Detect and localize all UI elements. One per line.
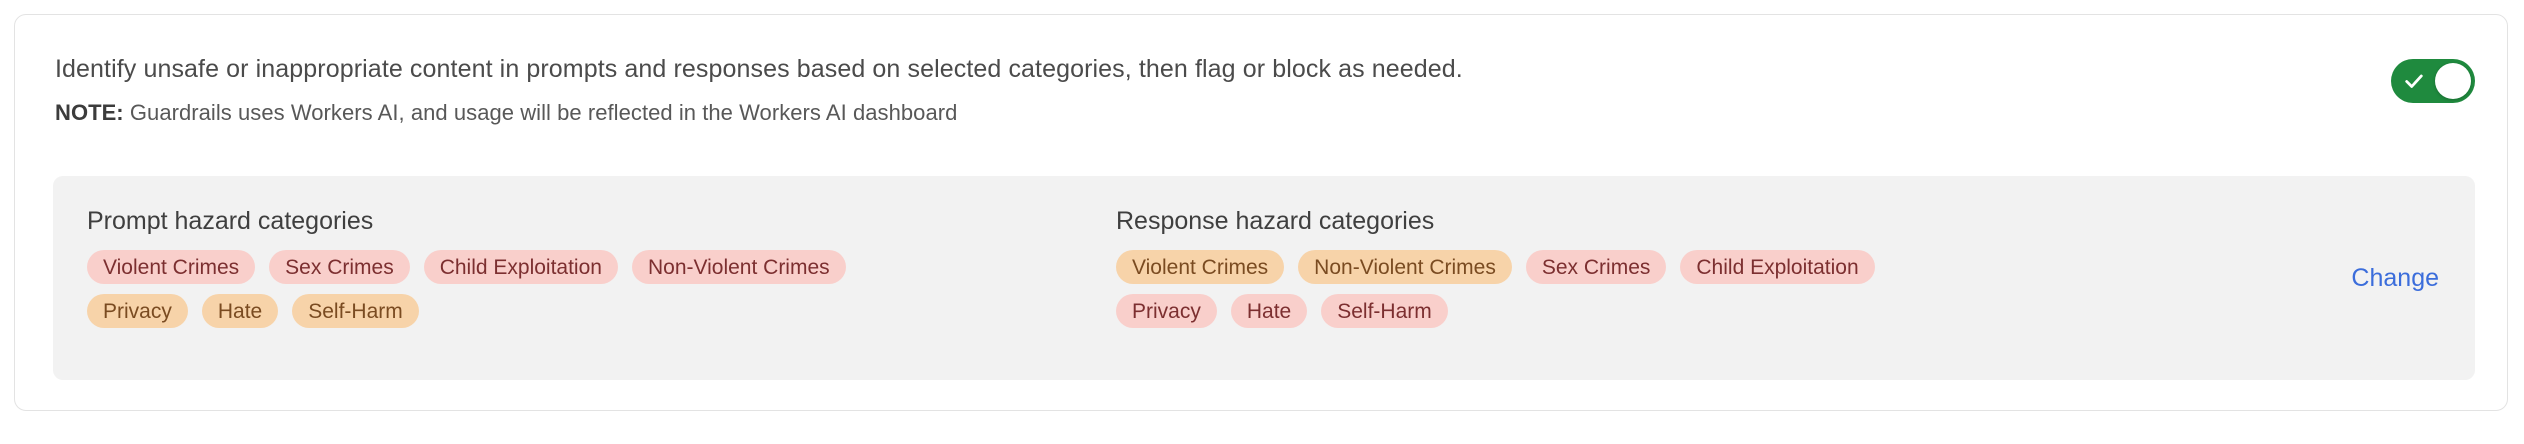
- hazard-chip[interactable]: Violent Crimes: [87, 250, 256, 284]
- response-hazard-title: Response hazard categories: [1116, 207, 1435, 235]
- response-hazard-column: Response hazard categories Violent Crime…: [1116, 206, 2266, 338]
- hazard-chip[interactable]: Self-Harm: [1321, 294, 1448, 328]
- hazard-chip[interactable]: Privacy: [87, 294, 188, 328]
- response-hazard-chips: Violent Crimes Non-Violent Crimes Sex Cr…: [1116, 250, 2266, 328]
- card-header: Identify unsafe or inappropriate content…: [15, 15, 2507, 176]
- hazard-chip[interactable]: Child Exploitation: [1680, 250, 1875, 284]
- toggle-knob: [2435, 63, 2471, 99]
- note-label: NOTE:: [55, 100, 124, 125]
- guardrails-enable-toggle[interactable]: [2391, 59, 2475, 103]
- hazard-chip[interactable]: Non-Violent Crimes: [1298, 250, 1512, 284]
- hazard-chip[interactable]: Sex Crimes: [1525, 250, 1667, 284]
- hazard-columns: Prompt hazard categories Violent Crimes …: [53, 176, 2475, 380]
- hazard-chip[interactable]: Privacy: [1116, 294, 1217, 328]
- hazard-chip[interactable]: Non-Violent Crimes: [631, 250, 846, 284]
- prompt-hazard-column: Prompt hazard categories Violent Crimes …: [87, 206, 1067, 338]
- hazard-chip[interactable]: Sex Crimes: [269, 250, 410, 284]
- prompt-hazard-row-2: Privacy Hate Self-Harm: [87, 294, 1067, 328]
- guardrails-description: Identify unsafe or inappropriate content…: [55, 55, 1463, 83]
- guardrails-card: Identify unsafe or inappropriate content…: [14, 14, 2508, 411]
- hazard-chip[interactable]: Hate: [1230, 294, 1308, 328]
- change-categories-link[interactable]: Change: [2351, 264, 2439, 292]
- hazard-chip[interactable]: Violent Crimes: [1116, 250, 1285, 284]
- note-text: Guardrails uses Workers AI, and usage wi…: [123, 100, 958, 125]
- prompt-hazard-title: Prompt hazard categories: [87, 207, 374, 235]
- response-hazard-row-2: Privacy Hate Self-Harm: [1116, 294, 2266, 328]
- prompt-hazard-chips: Violent Crimes Sex Crimes Child Exploita…: [87, 250, 1067, 328]
- hazard-chip[interactable]: Child Exploitation: [423, 250, 618, 284]
- hazard-categories-panel: Prompt hazard categories Violent Crimes …: [53, 176, 2475, 380]
- guardrails-note: NOTE: Guardrails uses Workers AI, and us…: [55, 99, 957, 127]
- prompt-hazard-row-1: Violent Crimes Sex Crimes Child Exploita…: [87, 250, 1067, 284]
- response-hazard-row-1: Violent Crimes Non-Violent Crimes Sex Cr…: [1116, 250, 2266, 284]
- hazard-chip[interactable]: Hate: [201, 294, 279, 328]
- check-icon: [2405, 74, 2423, 88]
- hazard-chip[interactable]: Self-Harm: [292, 294, 419, 328]
